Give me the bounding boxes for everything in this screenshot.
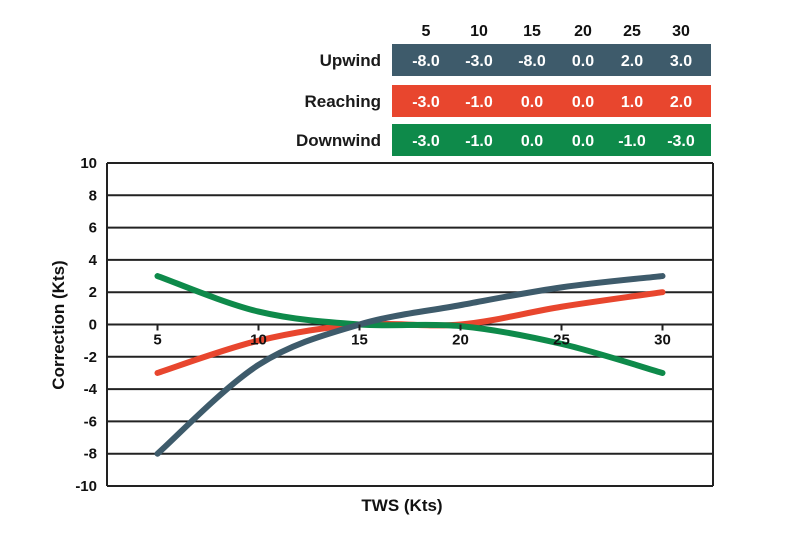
table-cell: -3.0 xyxy=(465,53,493,70)
row-label-upwind: Upwind xyxy=(320,51,381,70)
y-tick-label: -2 xyxy=(84,349,97,366)
y-tick-label: 2 xyxy=(89,284,97,301)
table-cell: 0.0 xyxy=(521,94,543,111)
table-cell: 0.0 xyxy=(572,133,594,150)
y-tick-label: 6 xyxy=(89,220,97,237)
table-header-20: 20 xyxy=(574,23,592,40)
table-row-reaching xyxy=(392,85,711,117)
row-label-downwind: Downwind xyxy=(296,131,381,150)
table-header-10: 10 xyxy=(470,23,488,40)
y-tick-label: -10 xyxy=(75,478,97,495)
table-cell: 1.0 xyxy=(621,94,643,111)
table-cell: -8.0 xyxy=(412,53,440,70)
table-cell: 0.0 xyxy=(572,53,594,70)
y-tick-label: 10 xyxy=(80,155,97,172)
x-tick-label: 20 xyxy=(452,332,469,349)
x-tick-label: 5 xyxy=(153,332,161,349)
table-cell: 0.0 xyxy=(572,94,594,111)
table-cell: -3.0 xyxy=(667,133,695,150)
y-tick-label: 4 xyxy=(89,252,98,269)
table-row-downwind xyxy=(392,124,711,156)
row-label-reaching: Reaching xyxy=(304,92,381,111)
y-tick-label: 8 xyxy=(89,187,97,204)
table-cell: -3.0 xyxy=(412,94,440,111)
y-tick-label: -6 xyxy=(84,413,97,430)
table-cell: -1.0 xyxy=(618,133,646,150)
y-axis-label: Correction (Kts) xyxy=(49,260,68,389)
table-cell: -3.0 xyxy=(412,133,440,150)
chart-series xyxy=(154,273,666,457)
table-cell: 0.0 xyxy=(521,133,543,150)
table-header-15: 15 xyxy=(523,23,541,40)
table-cell: 2.0 xyxy=(670,94,692,111)
x-tick-label: 10 xyxy=(250,332,267,349)
x-tick-label: 25 xyxy=(553,332,570,349)
correction-table: 5 10 15 20 25 30 Upwind -8.0 -3.0 -8.0 0.0 2.0 3.0 Re… xyxy=(296,23,711,156)
table-cell: -1.0 xyxy=(465,94,493,111)
table-header-30: 30 xyxy=(672,23,690,40)
table-header-5: 5 xyxy=(422,23,431,40)
table-cell: -8.0 xyxy=(518,53,546,70)
series-line-upwind xyxy=(154,273,666,457)
x-tick-label: 15 xyxy=(351,332,368,349)
x-axis-label: TWS (Kts) xyxy=(361,496,442,515)
table-cell: -1.0 xyxy=(465,133,493,150)
x-tick-label: 30 xyxy=(654,332,671,349)
table-row-upwind xyxy=(392,44,711,76)
table-header-25: 25 xyxy=(623,23,641,40)
y-tick-label: -8 xyxy=(84,446,97,463)
table-cell: 2.0 xyxy=(621,53,643,70)
y-tick-label: -4 xyxy=(84,381,98,398)
y-tick-label: 0 xyxy=(89,317,97,334)
series-line-downwind xyxy=(154,273,666,376)
table-cell: 3.0 xyxy=(670,53,692,70)
